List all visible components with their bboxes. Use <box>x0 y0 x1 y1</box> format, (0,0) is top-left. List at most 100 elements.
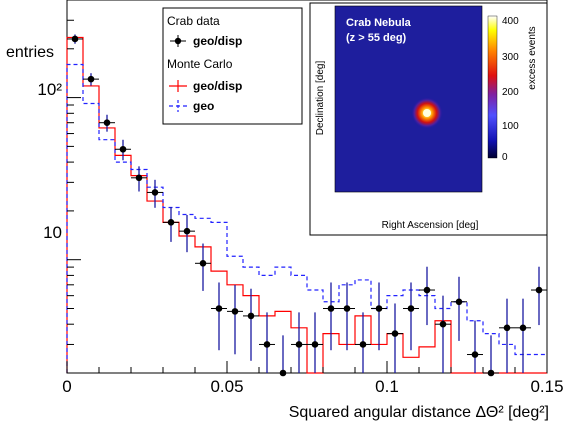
data-point <box>419 266 435 326</box>
data-point <box>99 114 115 132</box>
colorbar-tick: 0 <box>502 152 508 163</box>
marker <box>535 286 543 294</box>
marker <box>487 369 495 377</box>
inset-skymap: Crab Nebula (z > 55 deg) 85 84 83 82 23 … <box>309 2 548 236</box>
legend-marker-mc-geo <box>169 100 187 112</box>
data-point <box>227 284 243 355</box>
marker <box>71 35 79 43</box>
data-point <box>323 282 339 351</box>
legend-header-mc: Monte Carlo <box>167 57 233 71</box>
marker <box>295 341 303 348</box>
data-point <box>499 298 515 373</box>
data-point <box>307 312 323 373</box>
x-tick-label: 0.1 <box>375 377 399 396</box>
inset-x-tick: 84 <box>380 198 392 209</box>
colorbar-tick: 300 <box>502 52 519 63</box>
marker <box>519 324 527 332</box>
colorbar-label: excess events <box>527 26 538 89</box>
inset-map-texture <box>335 6 482 192</box>
y-axis-label: entries <box>6 44 54 61</box>
series-layer <box>66 34 547 377</box>
data-point <box>163 207 179 242</box>
inset-x-label: Right Ascension [deg] <box>382 220 479 231</box>
marker <box>503 324 511 332</box>
marker <box>327 305 335 312</box>
marker <box>119 145 127 153</box>
legend-marker-data <box>170 35 186 47</box>
marker <box>263 341 271 348</box>
inset-title-line1: Crab Nebula <box>346 17 412 29</box>
data-point <box>131 166 147 192</box>
source-core <box>423 109 431 117</box>
inset-y-tick: 22 <box>319 109 331 120</box>
marker <box>311 341 319 348</box>
marker <box>151 189 159 196</box>
x-tick-label: 0 <box>62 377 71 396</box>
x-axis-label: Squared angular distance ΔΘ² [deg²] <box>289 404 549 421</box>
marker <box>423 286 431 294</box>
data-point <box>371 282 387 351</box>
data-point <box>115 139 131 161</box>
inset-x-tick: 83 <box>427 198 439 209</box>
marker <box>87 75 95 83</box>
legend-label-mc-geodisp: geo/disp <box>193 79 242 93</box>
marker <box>135 174 143 182</box>
inset-y-tick: 23 <box>319 44 331 55</box>
data-point <box>339 282 355 351</box>
data-point <box>291 312 307 373</box>
legend-box <box>162 7 303 125</box>
histogram-step-solid-1 <box>66 36 547 374</box>
data-point <box>275 335 291 377</box>
data-point <box>355 312 371 373</box>
data-point <box>483 335 499 377</box>
marker <box>167 219 175 226</box>
data-point <box>259 312 275 373</box>
x-tick-label: 0.15 <box>530 377 563 396</box>
data-point <box>83 73 99 86</box>
axis-layer <box>66 0 548 374</box>
data-point <box>67 34 83 44</box>
marker <box>439 320 447 328</box>
inset-map <box>335 6 482 192</box>
colorbar <box>487 15 498 159</box>
marker <box>391 330 399 337</box>
data-point <box>243 288 259 361</box>
marker <box>455 298 463 306</box>
inset-y-label: Declination [deg] <box>315 61 326 136</box>
inset-x-tick: 82 <box>468 198 480 209</box>
marker <box>375 305 383 312</box>
marker <box>103 119 111 127</box>
y-tick-label: 10 <box>43 223 62 242</box>
colorbar-tick: 400 <box>502 16 519 27</box>
data-point <box>467 320 483 373</box>
marker <box>407 305 415 312</box>
data-point <box>451 276 467 341</box>
legend-header-data: Crab data <box>167 14 220 28</box>
data-point <box>403 282 419 351</box>
inset-title-line2: (z > 55 deg) <box>346 32 407 44</box>
marker <box>183 227 191 235</box>
inset-y-tick: 21 <box>319 170 331 181</box>
y-tick-label: 10² <box>37 80 62 99</box>
marker <box>199 260 207 267</box>
marker <box>471 351 479 358</box>
marker <box>359 341 367 348</box>
legend-label-mc-geo: geo <box>193 99 214 113</box>
data-point <box>531 266 547 326</box>
data-point <box>435 295 451 373</box>
data-point <box>179 214 195 253</box>
legend: Crab data geo/disp Monte Carlo geo/disp … <box>162 7 303 125</box>
marker <box>279 369 287 377</box>
legend-label-data: geo/disp <box>193 34 242 48</box>
inset-map-frame <box>334 5 483 193</box>
x-tick-label: 0.05 <box>210 377 243 396</box>
marker <box>215 305 223 312</box>
inset-x-tick: 85 <box>337 198 349 209</box>
data-point <box>515 298 531 373</box>
data-point <box>387 303 403 373</box>
legend-marker-mc-geodisp <box>169 80 187 92</box>
colorbar-tick: 100 <box>502 121 519 132</box>
data-point <box>211 282 227 351</box>
marker <box>343 305 351 312</box>
